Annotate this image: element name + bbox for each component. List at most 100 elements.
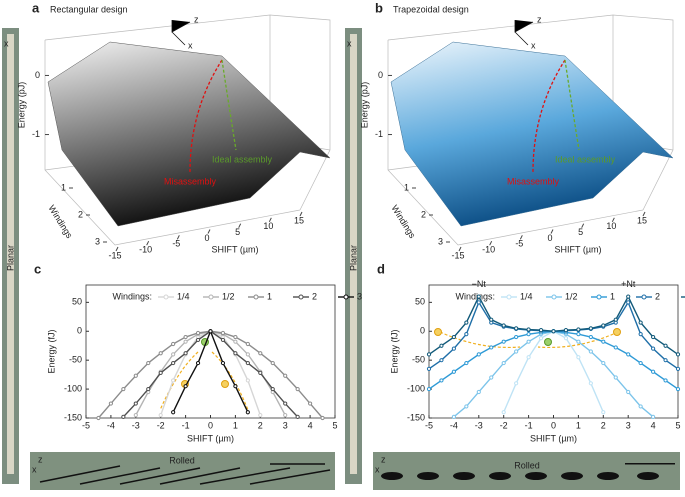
glyph: x bbox=[347, 38, 352, 48]
point bbox=[220, 360, 226, 366]
point bbox=[675, 352, 681, 357]
glyph: x bbox=[4, 38, 9, 48]
y-tick-label: -150 bbox=[64, 412, 82, 422]
point bbox=[675, 386, 681, 392]
point bbox=[464, 332, 469, 337]
x-tick-label: 10 bbox=[606, 221, 616, 231]
point bbox=[538, 328, 544, 333]
point bbox=[588, 326, 593, 331]
plot-frame bbox=[428, 284, 679, 419]
point bbox=[576, 355, 581, 360]
legend-label: 1/2 bbox=[565, 291, 578, 301]
tick bbox=[458, 246, 462, 252]
x-tick-label: -3 bbox=[475, 420, 483, 430]
tick bbox=[611, 217, 615, 223]
legend-marker bbox=[163, 294, 169, 300]
point bbox=[171, 378, 176, 383]
point bbox=[638, 332, 643, 337]
point bbox=[576, 332, 581, 337]
point bbox=[183, 334, 188, 340]
y-tick-label: 0 bbox=[420, 326, 425, 336]
point bbox=[426, 386, 432, 392]
y-tick-label: 50 bbox=[415, 297, 425, 307]
point bbox=[220, 337, 226, 343]
point bbox=[183, 384, 188, 389]
x-tick-label: 5 bbox=[332, 420, 337, 430]
point bbox=[638, 320, 643, 325]
x-tick-label: 1 bbox=[576, 420, 581, 430]
point bbox=[439, 343, 444, 348]
planar-label: Planar bbox=[5, 245, 15, 271]
series-line bbox=[135, 330, 286, 416]
z-tick-label: -1 bbox=[32, 129, 40, 139]
legend-title: Windings: bbox=[112, 291, 152, 301]
legend-marker bbox=[641, 294, 647, 300]
legend-label: 2 bbox=[655, 291, 660, 301]
glyph: x bbox=[375, 464, 380, 474]
z-axis-label: Energy (pJ) bbox=[359, 82, 369, 129]
panel-label: d bbox=[377, 261, 385, 276]
point bbox=[476, 300, 481, 305]
tick bbox=[581, 223, 585, 228]
x-tick-label: 3 bbox=[283, 420, 288, 430]
annotation: Ideal assembly bbox=[212, 154, 273, 164]
point bbox=[270, 360, 275, 366]
point bbox=[195, 360, 201, 366]
point bbox=[451, 334, 456, 340]
point bbox=[501, 323, 506, 328]
x-tick-label: -10 bbox=[482, 245, 495, 255]
rolled-label: Rolled bbox=[514, 460, 540, 470]
point bbox=[501, 360, 506, 366]
point bbox=[245, 341, 250, 347]
point bbox=[526, 355, 531, 360]
point bbox=[171, 360, 176, 366]
x-tick-label: 5 bbox=[578, 227, 583, 237]
point bbox=[426, 352, 432, 357]
rolled-tubes bbox=[381, 463, 675, 480]
point bbox=[576, 327, 581, 332]
x-tick-label: -2 bbox=[500, 420, 508, 430]
point bbox=[245, 378, 250, 383]
x-tick-label: 1 bbox=[233, 420, 238, 430]
point bbox=[489, 345, 494, 350]
point bbox=[171, 352, 176, 357]
point bbox=[183, 351, 188, 356]
legend-marker bbox=[506, 294, 512, 300]
point bbox=[439, 358, 444, 363]
y-axis-label: Energy (fJ) bbox=[46, 329, 56, 373]
point bbox=[563, 328, 569, 333]
x-tick-label: 15 bbox=[637, 215, 647, 225]
point bbox=[588, 349, 593, 354]
point bbox=[439, 378, 444, 383]
x-tick-label: -5 bbox=[425, 420, 433, 430]
legend-marker bbox=[551, 294, 557, 300]
point bbox=[651, 334, 656, 340]
y-tick-label: -50 bbox=[412, 355, 425, 365]
plot-frame bbox=[85, 284, 336, 419]
point bbox=[663, 343, 668, 348]
point bbox=[563, 336, 569, 341]
point bbox=[283, 401, 288, 406]
planar-label: Planar bbox=[348, 245, 358, 271]
tick bbox=[489, 240, 493, 246]
point bbox=[551, 329, 556, 334]
x-tick-label: 10 bbox=[263, 221, 273, 231]
point bbox=[283, 413, 288, 418]
series-line bbox=[453, 330, 654, 418]
point bbox=[295, 386, 300, 392]
series-line bbox=[428, 330, 679, 390]
point bbox=[108, 401, 114, 406]
y-tick-label: -50 bbox=[69, 355, 82, 365]
point bbox=[538, 336, 544, 341]
y-tick-label: 50 bbox=[72, 297, 82, 307]
y-tick-label: 2 bbox=[421, 209, 426, 219]
surface bbox=[47, 41, 331, 227]
legend-label: 1/4 bbox=[177, 291, 190, 301]
point bbox=[158, 413, 163, 418]
point bbox=[601, 410, 606, 415]
planar-strip bbox=[350, 34, 357, 474]
point bbox=[158, 370, 163, 375]
legend-marker bbox=[208, 294, 214, 300]
point bbox=[308, 401, 313, 406]
annotation: Misassembly bbox=[164, 176, 217, 186]
